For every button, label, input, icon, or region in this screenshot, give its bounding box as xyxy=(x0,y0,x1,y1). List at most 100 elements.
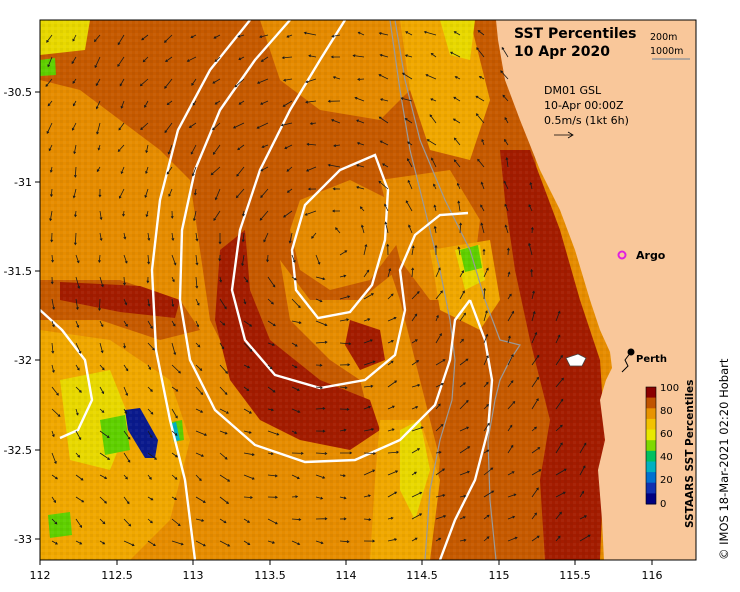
current-arrow xyxy=(405,31,413,36)
current-arrow xyxy=(171,452,179,458)
current-arrow xyxy=(95,78,101,87)
current-arrow xyxy=(147,518,153,524)
current-arrow xyxy=(267,342,275,346)
current-arrow xyxy=(291,298,301,309)
current-arrow xyxy=(387,450,400,454)
current-arrow xyxy=(387,340,394,344)
current-arrow xyxy=(73,232,77,246)
current-arrow xyxy=(219,430,228,435)
current-arrow xyxy=(122,210,126,217)
current-arrow xyxy=(475,95,485,102)
current-arrow xyxy=(213,210,221,221)
current-arrow xyxy=(459,270,464,278)
current-arrow xyxy=(260,166,269,172)
current-arrow xyxy=(555,424,563,432)
current-arrow xyxy=(435,333,442,344)
contour-2 xyxy=(178,20,471,464)
argo-marker[interactable] xyxy=(617,250,627,260)
current-arrow xyxy=(330,119,341,124)
isobath-1000m xyxy=(389,20,456,560)
current-arrow xyxy=(291,495,299,499)
current-arrow xyxy=(94,56,101,69)
current-arrow xyxy=(219,386,228,395)
colorbar-swatch xyxy=(646,418,656,430)
current-arrow xyxy=(74,210,77,218)
colorbar-swatch xyxy=(646,440,656,452)
current-arrow xyxy=(163,34,173,43)
current-arrow xyxy=(435,515,447,520)
current-arrow xyxy=(411,406,419,410)
current-arrow xyxy=(51,430,55,438)
current-arrow xyxy=(555,310,561,322)
colorbar-tick-label: 20 xyxy=(660,475,673,486)
current-arrow xyxy=(378,180,389,190)
contour-1 xyxy=(230,20,469,390)
current-arrow xyxy=(339,428,347,432)
current-arrow xyxy=(167,144,173,155)
current-arrow xyxy=(305,78,317,84)
current-arrow xyxy=(99,342,104,354)
current-arrow xyxy=(214,188,221,201)
current-arrow xyxy=(291,540,301,545)
current-arrow xyxy=(120,166,125,175)
y-tick-label: -32.5 xyxy=(4,444,32,457)
current-arrow xyxy=(303,31,317,36)
current-arrow xyxy=(171,342,177,356)
current-arrow xyxy=(99,518,106,525)
current-arrow xyxy=(435,290,443,300)
current-arrow xyxy=(73,166,77,178)
current-arrow xyxy=(147,320,153,329)
current-arrow xyxy=(267,474,278,478)
imos-credit: © IMOS 18-Mar-2021 02:20 Hobart xyxy=(717,358,731,560)
current-arrow xyxy=(411,360,420,366)
current-arrow xyxy=(171,298,175,308)
current-arrow xyxy=(500,70,509,80)
current-arrow xyxy=(191,78,197,86)
current-arrow xyxy=(243,495,253,499)
current-arrow xyxy=(243,276,249,283)
current-arrow xyxy=(411,513,423,520)
current-arrow xyxy=(195,276,199,289)
current-arrow xyxy=(267,276,276,288)
current-arrow xyxy=(531,376,539,388)
current-arrow xyxy=(404,118,413,124)
current-arrow xyxy=(171,386,179,392)
current-arrow xyxy=(117,144,125,152)
depth-label-1000m: 1000m xyxy=(650,46,683,57)
colorbar-tick-label: 0 xyxy=(660,499,666,510)
current-arrow xyxy=(214,100,221,105)
current-arrow xyxy=(308,54,317,58)
current-arrow xyxy=(363,384,374,388)
colorbar-tick-label: 40 xyxy=(660,452,673,463)
current-arrow xyxy=(72,100,77,107)
current-arrow xyxy=(305,100,317,104)
current-arrow xyxy=(123,540,135,547)
current-arrow xyxy=(99,276,104,288)
current-arrow xyxy=(387,405,395,410)
current-arrow xyxy=(457,200,461,212)
contour-4 xyxy=(150,20,251,560)
current-arrow xyxy=(426,139,437,146)
current-arrow xyxy=(483,381,489,388)
current-arrow xyxy=(480,181,485,190)
current-vectors xyxy=(45,30,591,547)
current-arrow xyxy=(191,166,197,177)
x-tick-marks xyxy=(39,560,653,565)
current-arrow xyxy=(507,471,515,476)
current-arrow xyxy=(99,408,105,413)
current-arrow xyxy=(387,470,399,476)
current-arrow xyxy=(483,449,490,454)
current-arrow xyxy=(507,424,513,432)
current-arrow xyxy=(192,100,197,106)
current-arrow xyxy=(433,225,437,234)
current-arrow xyxy=(382,163,389,168)
current-arrow xyxy=(315,298,323,303)
current-arrow xyxy=(266,254,270,263)
current-arrow xyxy=(435,403,441,410)
current-arrow xyxy=(291,276,297,281)
current-arrow xyxy=(193,188,197,196)
current-arrow xyxy=(98,188,102,198)
current-arrow xyxy=(363,269,370,278)
current-arrow xyxy=(51,540,58,545)
